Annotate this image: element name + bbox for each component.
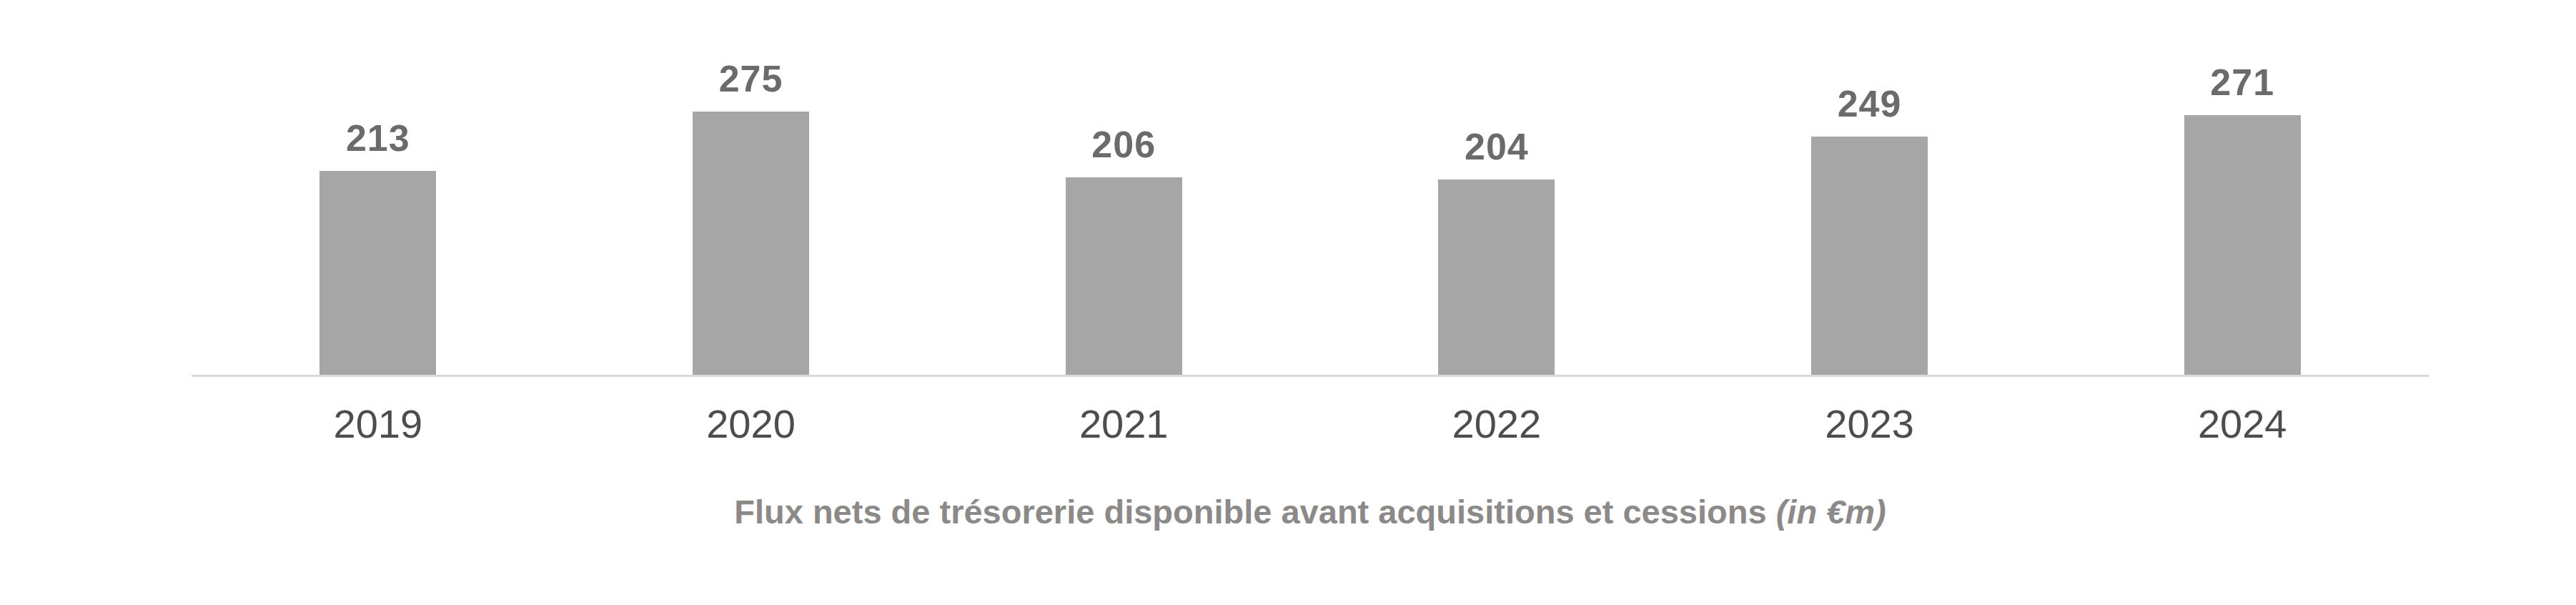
bar-slot: 249 [1683,0,2056,375]
bar-chart: 213 275 206 204 249 271 201920202021202220232… [0,0,2576,605]
bar-slot: 213 [192,0,565,375]
bar [1438,179,1555,375]
plot-area: 213 275 206 204 249 271 201920202021202220232… [192,0,2429,605]
x-axis-tick-label: 2022 [1310,377,1683,444]
x-axis-tick-label: 2023 [1683,377,2056,444]
x-axis-tick-label: 2024 [2056,377,2429,444]
bar-slot: 206 [937,0,1310,375]
x-axis-tick-label: 2019 [192,377,565,444]
bar-value-label: 206 [1091,126,1156,163]
bar-slot: 271 [2056,0,2429,375]
bar-value-label: 271 [2210,64,2274,101]
bar-value-label: 213 [346,119,410,157]
bar [319,171,436,375]
bar [1066,177,1182,375]
bar-slot: 204 [1310,0,1683,375]
bar [1811,137,1928,375]
bar-value-label: 249 [1838,85,1902,122]
bar [693,112,809,375]
bar [2184,115,2301,375]
bars-container: 213 275 206 204 249 271 [192,0,2429,375]
bar-value-label: 275 [719,60,783,97]
chart-title-text: Flux nets de trésorerie disponible avant… [734,493,1766,531]
x-axis-tick-label: 2020 [565,377,938,444]
chart-title-unit: (in €m) [1776,493,1886,531]
bar-value-label: 204 [1465,128,1529,165]
x-axis-tick-label: 2021 [937,377,1310,444]
x-axis-tick-labels: 201920202021202220232024 [192,377,2429,444]
chart-title: Flux nets de trésorerie disponible avant… [192,495,2429,528]
bar-slot: 275 [565,0,938,375]
